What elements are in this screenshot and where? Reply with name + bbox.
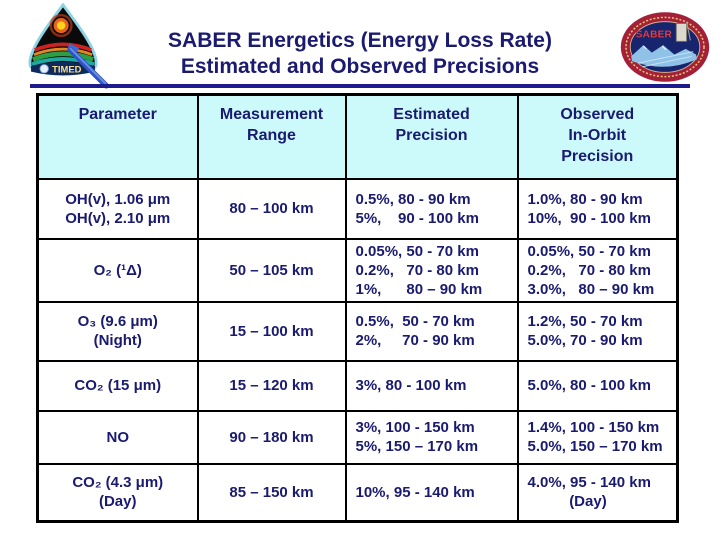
instrument-icon: [675, 23, 688, 42]
table-row: CO₂ (4.3 μm) (Day) 85 – 150 km 10%, 95 -…: [36, 462, 679, 523]
cell-observed: 4.0%, 95 - 140 km (Day): [516, 462, 679, 523]
precision-table-container: Parameter Measurement Range Estimated Pr…: [36, 93, 679, 523]
precision-table: Parameter Measurement Range Estimated Pr…: [36, 93, 679, 523]
cell-observed: 5.0%, 80 - 100 km: [516, 359, 679, 412]
slide-title: SABER Energetics (Energy Loss Rate) Esti…: [168, 29, 552, 78]
cell-observed: 0.05%, 50 - 70 km 0.2%, 70 - 80 km 3.0%,…: [516, 237, 679, 303]
cell-parameter: OH(v), 1.06 μm OH(v), 2.10 μm: [36, 177, 199, 240]
cell-estimated: 0.5%, 80 - 90 km 5%, 90 - 100 km: [344, 177, 519, 240]
cell-parameter: O₂ (¹Δ): [36, 237, 199, 303]
saber-mission-patch-icon: SABER: [620, 12, 710, 82]
cell-estimated: 0.05%, 50 - 70 km 0.2%, 70 - 80 km 1%, 8…: [344, 237, 519, 303]
cell-observed: 1.2%, 50 - 70 km 5.0%, 70 - 90 km: [516, 300, 679, 362]
table-row: CO₂ (15 μm) 15 – 120 km 3%, 80 - 100 km …: [36, 359, 679, 412]
cell-parameter: NO: [36, 409, 199, 465]
table-row: NO 90 – 180 km 3%, 100 - 150 km 5%, 150 …: [36, 409, 679, 465]
header-parameter: Parameter: [36, 93, 199, 180]
patch-ring-text: [625, 16, 705, 78]
title-divider-rule: [30, 84, 690, 88]
cell-parameter: CO₂ (15 μm): [36, 359, 199, 412]
cell-estimated: 0.5%, 50 - 70 km 2%, 70 - 90 km: [344, 300, 519, 362]
timed-logo-label: TIMED: [52, 64, 81, 75]
cell-range: 80 – 100 km: [196, 177, 347, 240]
cell-range: 85 – 150 km: [196, 462, 347, 523]
cell-range: 50 – 105 km: [196, 237, 347, 303]
cell-estimated: 3%, 100 - 150 km 5%, 150 – 170 km: [344, 409, 519, 465]
sunburst-icon: [49, 14, 73, 38]
header-observed-precision: Observed In-Orbit Precision: [516, 93, 679, 180]
cell-observed: 1.4%, 100 - 150 km 5.0%, 150 – 170 km: [516, 409, 679, 465]
cell-parameter: CO₂ (4.3 μm) (Day): [36, 462, 199, 523]
saber-logo: SABER: [618, 9, 712, 90]
table-row: OH(v), 1.06 μm OH(v), 2.10 μm 80 – 100 k…: [36, 177, 679, 240]
table-header-row: Parameter Measurement Range Estimated Pr…: [36, 93, 679, 180]
saber-logo-label: SABER: [636, 30, 673, 41]
table-row: O₂ (¹Δ) 50 – 105 km 0.05%, 50 - 70 km 0.…: [36, 237, 679, 303]
cell-range: 15 – 120 km: [196, 359, 347, 412]
satellite-boom-icon: [67, 47, 110, 89]
cell-parameter: O₃ (9.6 μm) (Night): [36, 300, 199, 362]
timed-logo: TIMED: [16, 2, 110, 102]
cell-estimated: 10%, 95 - 140 km: [344, 462, 519, 523]
cell-range: 90 – 180 km: [196, 409, 347, 465]
cell-range: 15 – 100 km: [196, 300, 347, 362]
cell-estimated: 3%, 80 - 100 km: [344, 359, 519, 412]
cell-observed: 1.0%, 80 - 90 km 10%, 90 - 100 km: [516, 177, 679, 240]
timed-mission-patch-icon: TIMED: [28, 2, 110, 89]
table-row: O₃ (9.6 μm) (Night) 15 – 100 km 0.5%, 50…: [36, 300, 679, 362]
header-measurement-range: Measurement Range: [196, 93, 347, 180]
timed-emblem-dot: [39, 64, 49, 74]
header-estimated-precision: Estimated Precision: [344, 93, 519, 180]
